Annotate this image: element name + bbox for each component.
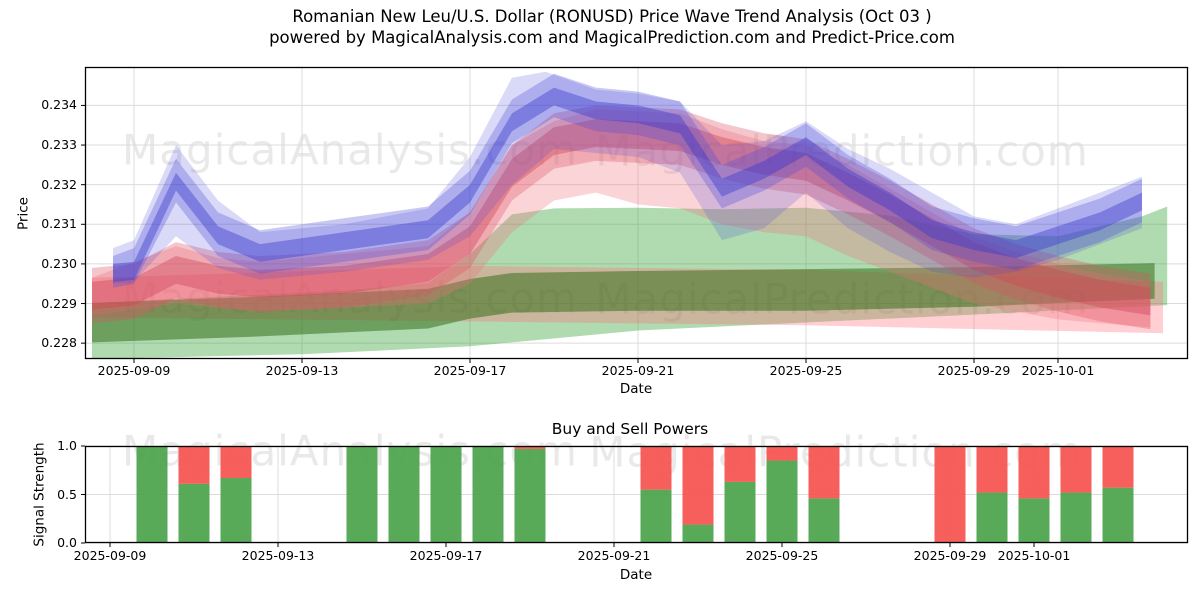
buy-bar-2025-09-30 [976, 492, 1008, 543]
buy-bar-2025-10-02 [1060, 492, 1092, 543]
price-xtick: 2025-09-25 [769, 363, 843, 378]
signal-chart-title: Buy and Sell Powers [551, 420, 709, 438]
signal-xlabel: Date [619, 567, 653, 583]
watermark-text: MagicalPrediction.com [595, 126, 1089, 176]
band-pink-wave [92, 109, 1151, 328]
buy-bar-2025-09-19 [514, 448, 546, 543]
sell-bar-2025-09-25 [766, 446, 798, 461]
band-red-mid [92, 105, 1151, 330]
buy-bar-2025-09-26 [808, 498, 840, 543]
buy-bar-2025-10-01 [1018, 498, 1050, 543]
price-ytick: 0.233 [41, 137, 77, 153]
watermark-text: MagicalAnalysis.com [122, 125, 578, 175]
buy-bar-2025-10-03 [1102, 487, 1134, 543]
price-xlabel: Date [619, 381, 653, 397]
buy-bar-2025-09-24 [724, 481, 756, 543]
band-blue-core [113, 87, 1142, 282]
band-red-core [92, 119, 1151, 316]
signal-xtick: 2025-10-01 [997, 548, 1071, 563]
buy-bar-2025-09-11 [178, 483, 210, 543]
sell-bar-2025-09-29 [934, 446, 966, 543]
buy-bar-2025-09-15 [346, 446, 378, 543]
sell-bar-2025-09-24 [724, 446, 756, 482]
signal-xtick: 2025-09-17 [409, 548, 483, 563]
price-xtick: 2025-09-29 [937, 363, 1011, 378]
buy-bar-2025-09-12 [220, 478, 252, 543]
chart-title-line1: Romanian New Leu/U.S. Dollar (RONUSD) Pr… [292, 7, 932, 26]
sell-bar-2025-09-22 [640, 446, 672, 490]
signal-xtick: 2025-09-13 [241, 548, 315, 563]
sell-bar-2025-09-11 [178, 446, 210, 484]
price-ytick: 0.234 [41, 97, 77, 113]
buy-bar-2025-09-17 [430, 446, 462, 543]
chart-title-line2: powered by MagicalAnalysis.com and Magic… [269, 28, 955, 47]
sell-bar-2025-10-03 [1102, 446, 1134, 488]
sell-bar-2025-10-02 [1060, 446, 1092, 493]
price-ytick: 0.230 [41, 255, 77, 271]
price-xtick: 2025-10-01 [1021, 363, 1095, 378]
sell-bar-2025-09-19 [514, 446, 546, 449]
signal-xtick: 2025-09-25 [745, 548, 819, 563]
buy-bar-2025-09-16 [388, 446, 420, 543]
price-ytick: 0.232 [41, 176, 77, 192]
sell-bar-2025-10-01 [1018, 446, 1050, 499]
price-chart-plot [81, 66, 1189, 363]
price-ytick: 0.228 [41, 335, 77, 351]
sell-bar-2025-09-23 [682, 446, 714, 525]
price-ytick: 0.229 [41, 295, 77, 311]
buy-bar-2025-09-23 [682, 524, 714, 543]
band-green-dark [92, 263, 1155, 343]
signal-chart-plot [81, 445, 1189, 547]
signal-ytick: 0.5 [57, 486, 77, 502]
buy-bar-2025-09-25 [766, 460, 798, 543]
price-ytick: 0.231 [41, 216, 77, 232]
price-xtick: 2025-09-21 [601, 363, 675, 378]
price-xtick: 2025-09-09 [97, 363, 171, 378]
signal-xtick: 2025-09-09 [73, 548, 147, 563]
sell-bar-2025-09-12 [220, 446, 252, 479]
buy-bar-2025-09-18 [472, 446, 504, 543]
buy-bar-2025-09-22 [640, 489, 672, 543]
price-xtick: 2025-09-13 [265, 363, 339, 378]
signal-ytick: 1.0 [57, 438, 77, 453]
signal-xtick: 2025-09-21 [577, 548, 651, 563]
price-xtick: 2025-09-17 [433, 363, 507, 378]
sell-bar-2025-09-26 [808, 446, 840, 499]
signal-ytick: 0.0 [57, 535, 77, 550]
sell-bar-2025-09-30 [976, 446, 1008, 493]
buy-bar-2025-09-10 [136, 446, 168, 543]
signal-xtick: 2025-09-29 [913, 548, 987, 563]
band-blue-wide [113, 71, 1142, 284]
band-blue-mid [113, 73, 1142, 288]
